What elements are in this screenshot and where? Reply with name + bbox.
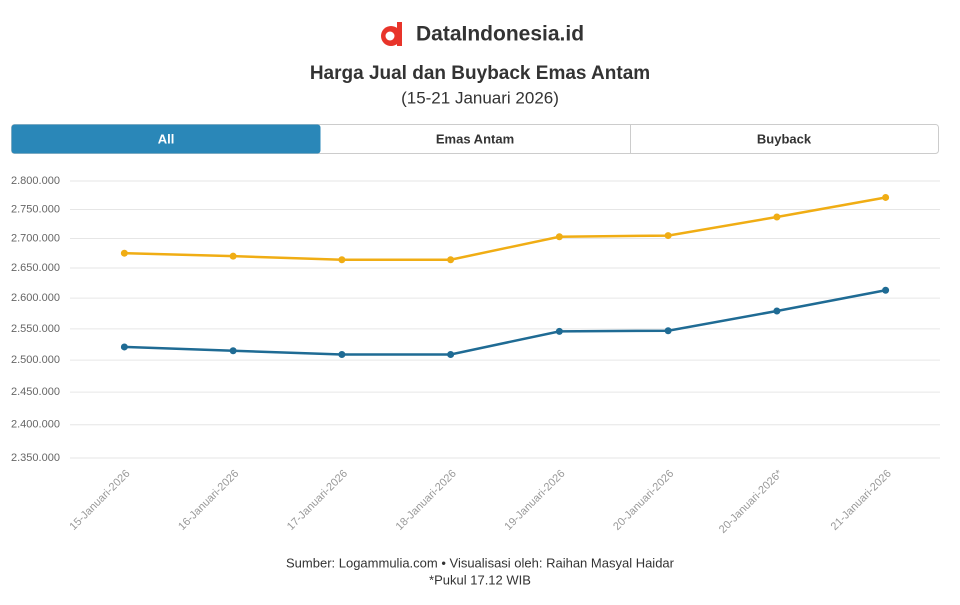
point (120, 343, 128, 351)
y-tick-label: 2.800.000 (11, 175, 60, 187)
point (664, 232, 672, 240)
point (773, 307, 781, 315)
point (229, 347, 237, 355)
y-tick-label: 2.350.000 (11, 452, 60, 464)
point (773, 213, 781, 221)
point (338, 350, 346, 358)
brand: DataIndonesia.id (416, 23, 584, 46)
chart-subtitle: (15-21 Januari 2026) (401, 88, 559, 107)
chart-title: Harga Jual dan Buyback Emas Antam (310, 63, 650, 84)
point (555, 327, 563, 335)
tab-active[interactable] (11, 124, 321, 154)
line (124, 196, 886, 261)
y-tick-label: 2.700.000 (11, 232, 60, 244)
y-tick-label: 2.450.000 (11, 386, 60, 398)
y-tick-label: 2.500.000 (11, 354, 60, 366)
y-tick-label: 2.650.000 (11, 262, 60, 274)
point (664, 327, 672, 335)
line (124, 289, 886, 356)
x-tick-label: 21-Januari-2026 (829, 468, 894, 533)
tab[interactable]: Emas Antam (436, 131, 514, 146)
note: *Pukul 17.12 WIB (429, 572, 531, 587)
point (555, 233, 563, 241)
point (447, 350, 455, 358)
y-tick-label: 2.750.000 (11, 203, 60, 215)
x-tick-label: 20-Januari-2026* (717, 467, 786, 536)
logo (381, 22, 402, 46)
x-tick-label: 15-Januari-2026 (67, 468, 132, 533)
y-tick-label: 2.600.000 (11, 292, 60, 304)
point (882, 286, 890, 294)
x-tick-label: 18-Januari-2026 (394, 468, 459, 533)
source: Sumber: Logammulia.com • Visualisasi ole… (286, 555, 675, 570)
tab[interactable]: All (158, 131, 175, 146)
point (447, 256, 455, 264)
y-tick-label: 2.400.000 (11, 419, 60, 431)
x-tick-label: 19-Januari-2026 (502, 468, 567, 533)
y-tick-label: 2.550.000 (11, 323, 60, 335)
x-tick-label: 20-Januari-2026 (611, 468, 676, 533)
tab[interactable]: Buyback (757, 131, 812, 146)
point (338, 256, 346, 264)
point (229, 252, 237, 260)
point (120, 249, 128, 257)
x-tick-label: 17-Januari-2026 (285, 468, 350, 533)
x-tick-label: 16-Januari-2026 (176, 468, 241, 533)
point (882, 193, 890, 201)
